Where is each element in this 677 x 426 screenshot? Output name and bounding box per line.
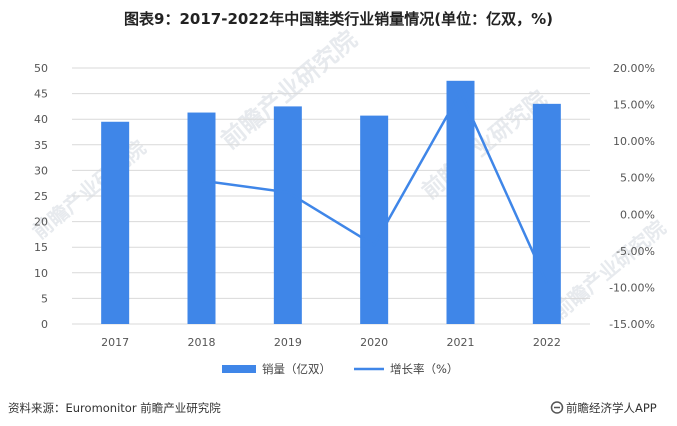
left-tick-label: 35 <box>34 139 48 152</box>
x-tick-label: 2021 <box>447 336 475 349</box>
x-tick-label: 2019 <box>274 336 302 349</box>
gridlines <box>72 67 590 325</box>
growth-rate-line <box>201 90 548 284</box>
bar <box>187 112 216 324</box>
left-tick-label: 5 <box>41 292 48 305</box>
right-axis: -15.00% -10.00% -5.00% 0.00% 5.00% 10.00% 15.0… <box>609 62 655 331</box>
left-tick-label: 20 <box>34 216 48 229</box>
left-tick-label: 0 <box>41 318 48 331</box>
line-series <box>201 90 548 284</box>
right-tick-label: -5.00% <box>616 245 655 258</box>
x-tick-label: 2018 <box>188 336 216 349</box>
bar <box>360 115 389 324</box>
bar-series <box>101 80 561 325</box>
x-axis: 2017 2018 2019 2020 2021 2022 <box>101 336 561 349</box>
x-tick-label: 2017 <box>101 336 129 349</box>
left-tick-label: 30 <box>34 164 48 177</box>
right-tick-label: 15.00% <box>613 99 655 112</box>
footer: 资料来源：Euromonitor 前瞻产业研究院 前瞻经济学人APP <box>8 401 657 415</box>
left-axis: 0 5 10 15 20 25 30 35 40 45 50 <box>34 62 48 331</box>
bar <box>532 103 561 324</box>
left-tick-label: 45 <box>34 88 48 101</box>
right-tick-label: 0.00% <box>620 208 655 221</box>
brand-logo <box>550 401 564 414</box>
right-tick-label: 10.00% <box>613 135 655 148</box>
left-tick-label: 10 <box>34 267 48 280</box>
left-tick-label: 15 <box>34 241 48 254</box>
left-tick-label: 25 <box>34 190 48 203</box>
legend-label-bar: 销量（亿双） <box>262 362 331 376</box>
chart-title: 图表9：2017-2022年中国鞋类行业销量情况(单位：亿双，%) <box>124 10 553 28</box>
right-tick-label: 20.00% <box>613 62 655 75</box>
legend-label-line: 增长率（%） <box>390 362 458 376</box>
bar <box>273 106 302 325</box>
source-note: 资料来源：Euromonitor 前瞻产业研究院 <box>8 401 221 415</box>
legend: 销量（亿双） 增长率（%） <box>222 362 458 376</box>
left-tick-label: 40 <box>34 113 48 126</box>
bar <box>446 80 475 324</box>
brand-logo-icon <box>550 401 564 414</box>
left-tick-label: 50 <box>34 62 48 75</box>
right-tick-label: -10.00% <box>609 281 655 294</box>
bar <box>101 121 130 324</box>
right-tick-label: -15.00% <box>609 318 655 331</box>
x-tick-label: 2022 <box>533 336 561 349</box>
right-tick-label: 5.00% <box>620 172 655 185</box>
watermark: 前瞻产业研究院 <box>548 215 671 323</box>
legend-swatch-bar <box>222 365 256 373</box>
brand-name: 前瞻经济学人APP <box>566 401 657 415</box>
x-tick-label: 2020 <box>360 336 388 349</box>
